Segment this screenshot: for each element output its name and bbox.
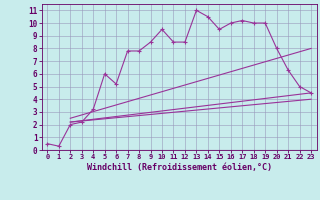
X-axis label: Windchill (Refroidissement éolien,°C): Windchill (Refroidissement éolien,°C) [87,163,272,172]
